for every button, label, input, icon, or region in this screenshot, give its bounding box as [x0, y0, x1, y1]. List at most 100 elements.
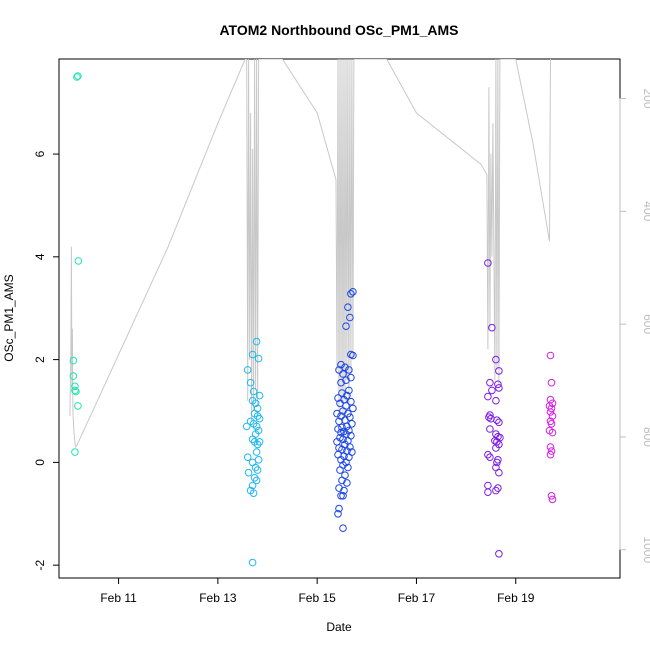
right-tick-label: 1000 [641, 536, 650, 563]
data-point [71, 448, 79, 456]
x-tick-label: Feb 17 [398, 591, 436, 605]
right-tick-label: 200 [641, 88, 650, 108]
data-point [334, 510, 342, 518]
data-point [74, 402, 82, 410]
data-point [492, 444, 500, 452]
data-point [494, 380, 502, 389]
data-point [493, 458, 501, 467]
data-point [495, 384, 503, 392]
data-point [72, 387, 80, 396]
data-point [548, 495, 557, 504]
data-points-layer [69, 72, 557, 567]
data-point [255, 391, 264, 400]
data-point [242, 422, 251, 431]
data-point [248, 558, 257, 567]
data-point [337, 412, 345, 420]
data-point [252, 422, 261, 431]
data-point [485, 413, 493, 422]
data-point [486, 425, 494, 433]
data-point [243, 453, 252, 462]
data-point [251, 399, 260, 408]
series-4 [484, 259, 504, 558]
x-axis: Feb 11 Feb 13 Feb 15 Feb 17 Feb 19 [100, 577, 535, 605]
data-point [337, 492, 345, 500]
data-point [333, 409, 341, 418]
data-point [493, 416, 501, 425]
x-axis-title: Date [326, 620, 352, 634]
data-point [346, 313, 354, 322]
data-point [484, 488, 492, 497]
data-point [547, 404, 556, 413]
x-tick-label: Feb 13 [199, 591, 237, 605]
data-point [488, 386, 496, 395]
data-point [546, 443, 555, 451]
altitude-trace-layer [69, 59, 551, 449]
data-point [338, 445, 346, 454]
data-point [69, 356, 78, 365]
series-3 [333, 288, 357, 533]
data-point [339, 524, 347, 533]
data-point [249, 489, 258, 498]
data-point [339, 370, 347, 378]
data-point [546, 351, 555, 360]
data-point [252, 448, 261, 456]
data-point [492, 355, 500, 364]
right-tick-label: 600 [641, 314, 650, 334]
y-tick-label: 6 [33, 150, 47, 157]
data-point [337, 360, 345, 369]
data-point [71, 386, 79, 395]
data-point [342, 322, 350, 331]
data-point [347, 290, 355, 298]
y-axis: -2 0 2 4 6 [33, 150, 60, 570]
right-tick-label: 800 [641, 427, 650, 447]
data-point [336, 466, 344, 474]
data-point [344, 463, 352, 472]
x-tick-label: Feb 11 [100, 591, 137, 605]
data-point [484, 259, 492, 267]
data-point [69, 372, 78, 380]
data-point [486, 453, 494, 462]
data-point [486, 378, 494, 387]
altitude-trace-line [69, 59, 551, 449]
data-point [255, 414, 264, 423]
data-point [248, 350, 257, 359]
data-point [246, 378, 255, 387]
data-point [339, 492, 347, 500]
data-point [548, 412, 557, 420]
data-point [244, 468, 253, 477]
data-point [349, 404, 357, 413]
data-point [547, 447, 556, 455]
data-point [344, 409, 352, 418]
x-tick-label: Feb 15 [298, 591, 336, 605]
data-point [337, 428, 345, 437]
series-5 [545, 351, 557, 504]
data-point [548, 428, 557, 437]
y-tick-label: -2 [33, 559, 47, 570]
data-point [335, 504, 343, 513]
right-axis: 200 400 600 800 1000 [619, 88, 650, 563]
data-point [335, 417, 343, 426]
data-point [343, 479, 351, 487]
right-tick-label: 400 [641, 201, 650, 221]
data-point [546, 450, 555, 459]
data-point [495, 418, 503, 427]
data-point [243, 366, 252, 374]
data-point [249, 387, 258, 396]
data-point [252, 337, 261, 346]
data-point [349, 288, 357, 296]
data-point [74, 72, 82, 80]
data-point [74, 257, 83, 265]
data-point [495, 550, 503, 558]
chart-title: ATOM2 Northbound OSc_PM1_AMS [219, 22, 458, 38]
data-point [349, 351, 357, 360]
y-axis-title: OSc_PM1_AMS [2, 274, 16, 361]
data-point [484, 392, 492, 401]
data-point [495, 367, 503, 375]
data-point [73, 73, 81, 81]
y-tick-label: 4 [33, 253, 47, 260]
data-point [252, 476, 261, 485]
data-point [341, 363, 349, 372]
data-point [248, 435, 257, 444]
data-point [488, 323, 496, 332]
